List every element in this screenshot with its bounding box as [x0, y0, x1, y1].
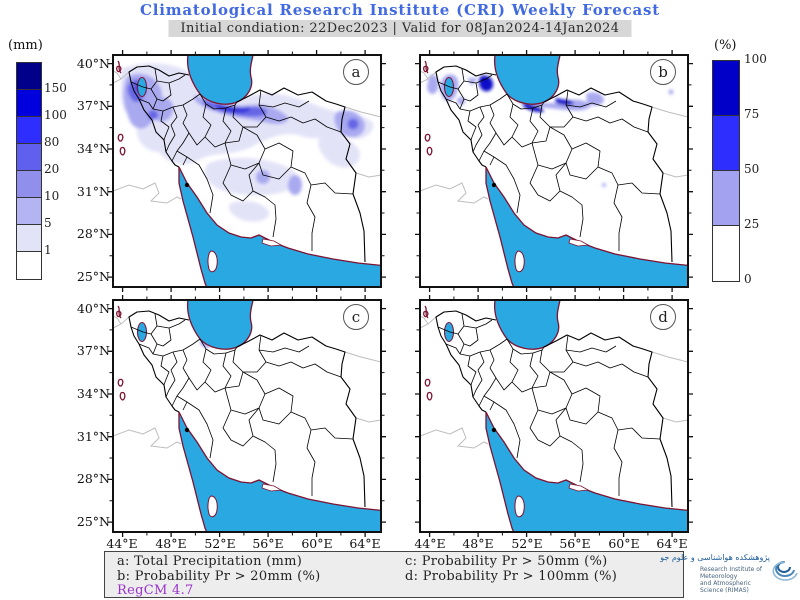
lon-tick-label: 48°E	[155, 536, 187, 551]
legend-box: a: Total Precipitation (mm) b: Probabili…	[104, 551, 684, 598]
lat-tick-label: 37°N	[76, 98, 110, 113]
map-panel-a: a	[107, 49, 387, 293]
colorbar-pct-tick: 100	[744, 52, 767, 66]
panel-label-d: d	[658, 308, 668, 326]
colorbar-pct-segment	[713, 171, 739, 226]
panel-label-c: c	[352, 308, 360, 326]
precip-overlay-b	[427, 74, 674, 187]
lat-tick-label: 28°N	[76, 226, 110, 241]
page-title: Climatological Research Institute (CRI) …	[139, 1, 660, 19]
lat-tick-label: 25°N	[76, 514, 110, 529]
panel-label-circle	[343, 59, 369, 85]
colorbar-pct-tick: 25	[744, 217, 760, 231]
colorbar-pct-segment	[713, 61, 739, 116]
lat-tick-label: 31°N	[76, 184, 110, 199]
lat-tick-label: 25°N	[76, 269, 110, 284]
rimas-logo: پژوهشکده هواشناسی و علوم جو Research Ins…	[660, 553, 798, 598]
colorbar-pct-unit: (%)	[714, 38, 737, 53]
subtitle-bar: Initial condiation: 22Dec2023 | Valid fo…	[168, 20, 632, 37]
colorbar-pct-segment	[713, 116, 739, 171]
lat-tick-label: 34°N	[76, 141, 110, 156]
colorbar-mm-tick: 10	[44, 189, 60, 203]
lon-tick-label: 48°E	[462, 536, 494, 551]
map-panel-d: d	[414, 294, 694, 538]
panel-label-circle	[343, 304, 369, 330]
lat-tick-label: 40°N	[76, 56, 110, 71]
lat-tick-label: 37°N	[76, 343, 110, 358]
lat-tick-label: 31°N	[76, 429, 110, 444]
lat-tick-label: 28°N	[76, 471, 110, 486]
colorbar-pct-tick: 50	[744, 162, 760, 176]
legend-item-c: c: Probability Pr > 50mm (%)	[405, 554, 608, 569]
colorbar-mm-segment	[17, 63, 41, 90]
colorbar-mm-tick: 80	[44, 135, 60, 149]
colorbar-mm-tick: 20	[44, 162, 60, 176]
panel-label-circle	[650, 59, 676, 85]
colorbar-mm-tick: 150	[44, 81, 67, 95]
colorbar-mm-unit: (mm)	[8, 38, 43, 53]
panel-label-circle	[650, 304, 676, 330]
lon-tick-label: 60°E	[301, 536, 333, 551]
lon-tick-label: 60°E	[608, 536, 640, 551]
lon-tick-label: 64°E	[656, 536, 688, 551]
lon-tick-label: 56°E	[252, 536, 284, 551]
map-panel-b: b	[414, 49, 694, 293]
legend-item-d: d: Probability Pr > 100mm (%)	[405, 569, 618, 584]
colorbar-mm-segment	[17, 117, 41, 144]
colorbar-mm-segment	[17, 198, 41, 225]
colorbar-mm-tick: 1	[44, 243, 52, 257]
lon-tick-label: 64°E	[349, 536, 381, 551]
colorbar-pct	[712, 60, 740, 282]
colorbar-pct-tick: 75	[744, 107, 760, 121]
colorbar-mm-segment	[17, 252, 41, 279]
panel-label-a: a	[352, 63, 361, 81]
panel-label-b: b	[658, 63, 668, 81]
precip-overlay-a	[120, 63, 374, 222]
colorbar-pct-segment	[713, 226, 739, 281]
rimas-logo-swirl-icon	[772, 561, 798, 581]
lon-tick-label: 52°E	[511, 536, 543, 551]
logo-persian-text: پژوهشکده هواشناسی و علوم جو	[660, 553, 770, 562]
colorbar-mm-tick: 5	[44, 216, 52, 230]
colorbar-mm-segment	[17, 90, 41, 117]
colorbar-mm-segment	[17, 225, 41, 252]
lat-tick-label: 40°N	[76, 301, 110, 316]
colorbar-pct-tick: 0	[744, 272, 752, 286]
legend-item-b: b: Probability Pr > 20mm (%)	[117, 569, 321, 584]
colorbar-mm-segment	[17, 171, 41, 198]
map-panel-c: c	[107, 294, 387, 538]
colorbar-mm-segment	[17, 144, 41, 171]
colorbar-mm-tick: 100	[44, 108, 67, 122]
colorbar-mm	[16, 62, 42, 280]
lon-tick-label: 52°E	[204, 536, 236, 551]
lat-tick-label: 34°N	[76, 386, 110, 401]
lon-tick-label: 44°E	[106, 536, 138, 551]
lon-tick-label: 56°E	[559, 536, 591, 551]
model-label: RegCM 4.7	[117, 583, 194, 598]
lon-tick-label: 44°E	[414, 536, 446, 551]
legend-item-a: a: Total Precipitation (mm)	[117, 554, 303, 569]
logo-english-text: Research Institute of Meteorology and At…	[700, 566, 763, 594]
